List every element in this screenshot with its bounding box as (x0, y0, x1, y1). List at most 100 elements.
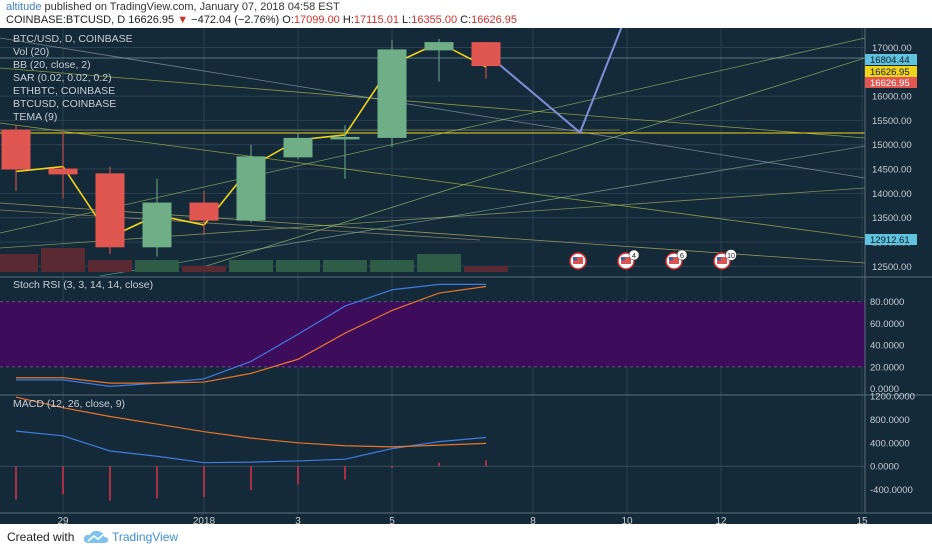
badge-count-3: 6 (680, 251, 684, 260)
legend-btcusd: BTCUSD, COINBASE (13, 98, 116, 110)
candle-body (1, 129, 31, 170)
time-tick-label: 29 (57, 516, 69, 524)
us-flag-icon-1[interactable] (569, 252, 587, 270)
high-value: 17115.01 (353, 14, 399, 26)
trend-line (0, 37, 865, 179)
close-label: C: (460, 14, 472, 26)
stoch-d-line (16, 285, 487, 384)
us-flag-icon-4[interactable]: 10 (713, 249, 737, 270)
time-tick-label: 8 (530, 516, 536, 524)
candle-body (330, 136, 360, 140)
stoch-tick-label: 40.0000 (870, 341, 904, 352)
bb-upper-value: 16804.44 (870, 55, 910, 66)
volume-bar (229, 260, 273, 272)
volume-bar (88, 260, 132, 272)
candle-body (424, 42, 454, 51)
volume-bar (135, 260, 179, 272)
symbol-label: COINBASE:BTCUSD, D (6, 14, 126, 26)
stoch-tick-label: 60.0000 (870, 319, 904, 330)
low-label: L: (402, 14, 412, 26)
lower-tag (865, 234, 917, 245)
price-tick-label: 14000.00 (872, 189, 912, 200)
open-value: 17099.00 (293, 14, 340, 26)
volume-bar (182, 266, 226, 272)
event-badges[interactable]: 4 6 10 (569, 249, 737, 270)
last-price-tag (865, 77, 917, 88)
price-tick-label: 17000.00 (872, 43, 912, 54)
trend-line (0, 37, 865, 234)
macd-tick-label: 1200.0000 (870, 392, 915, 403)
price-tick-label: 15000.00 (872, 140, 912, 151)
us-flag-icon-2[interactable]: 4 (617, 249, 640, 270)
legend-symbol: BTC/USD, D, COINBASE (13, 33, 133, 45)
close-value: 16626.95 (471, 14, 518, 26)
time-tick-label: 5 (389, 516, 395, 524)
stoch-tick-label: 0.0000 (870, 384, 899, 395)
candle-body (48, 168, 78, 175)
macd-tick-label: 800.0000 (870, 415, 910, 426)
author-link[interactable]: altitude (6, 1, 42, 13)
low-value: 16355.00 (411, 14, 458, 26)
stoch-overbought-band (0, 301, 865, 367)
badge-count-4: 10 (727, 253, 735, 260)
lower-value: 12912.61 (870, 235, 910, 246)
price-tick-label: 13500.00 (872, 213, 912, 224)
tradingview-brand[interactable]: TradingView (112, 530, 179, 544)
open-label: O: (282, 14, 294, 26)
candle-body (471, 42, 501, 67)
legend-ethbtc: ETHBTC, COINBASE (13, 85, 115, 97)
down-arrow-icon: ▼ (177, 14, 189, 26)
candle-body (283, 137, 313, 158)
candle-body (95, 173, 125, 248)
macd-tick-label: 400.0000 (870, 438, 910, 449)
price-tick-label: 16000.00 (872, 92, 912, 103)
tema-value: 16626.95 (870, 67, 910, 78)
macd-signal-line (15, 396, 487, 448)
price-legend: BTC/USD, D, COINBASE Vol (20) BB (20, cl… (13, 33, 133, 123)
tradingview-cloud-icon (83, 530, 109, 543)
chart-area[interactable]: 17000.00 16000.00 15500.00 15000.00 14500.00… (0, 28, 932, 524)
volume-bar (464, 266, 508, 272)
volume-bar (370, 260, 414, 272)
macd-tick-label: 0.0000 (870, 462, 899, 473)
stoch-k-line (16, 283, 486, 388)
volume-bar (41, 248, 85, 272)
stoch-legend: Stoch RSI (3, 3, 14, 14, close) (13, 279, 153, 291)
price-tick-label: 14500.00 (872, 165, 912, 176)
stoch-tick-label: 80.0000 (870, 297, 904, 308)
us-flag-icon-3[interactable]: 6 (665, 249, 688, 270)
projection-path (485, 28, 623, 135)
price-tick-label: 15500.00 (872, 116, 912, 127)
footer: Created with TradingView (0, 524, 932, 550)
volume-bar (0, 254, 38, 272)
price-tags: 16804.44 16626.95 16626.95 12912.61 (865, 54, 917, 246)
candle-body (377, 49, 407, 138)
volume-bar (323, 260, 367, 272)
bb-upper-tag (865, 54, 917, 65)
ohlc-line: COINBASE:BTCUSD, D 16626.95 ▼ −472.04 (−… (6, 14, 517, 26)
trend-line (0, 122, 865, 239)
legend-bollinger: BB (20, close, 2) (13, 59, 91, 71)
time-tick-label: 15 (856, 516, 868, 524)
trend-line (99, 145, 865, 276)
last-price: 16626.95 (128, 14, 175, 26)
legend-volume: Vol (20) (13, 46, 49, 58)
macd-legend: MACD (12, 26, close, 9) (13, 398, 125, 410)
macd-tick-label: -400.0000 (870, 485, 913, 496)
candle-body (142, 202, 172, 248)
legend-tema: TEMA (9) (13, 111, 57, 123)
volume-bar (276, 260, 320, 272)
candle-body (236, 156, 266, 221)
stoch-tick-label: 20.0000 (870, 362, 904, 373)
tema-tag (865, 66, 917, 77)
trend-line (199, 57, 865, 269)
time-tick-label: 10 (621, 516, 633, 524)
change-value: −472.04 (−2.76%) (191, 14, 280, 26)
candle-body (189, 202, 219, 221)
time-tick-label: 12 (715, 516, 727, 524)
trend-line (0, 67, 865, 139)
volume-bar (417, 254, 461, 272)
created-with-text: Created with (7, 530, 75, 544)
price-tick-label: 12500.00 (872, 262, 912, 273)
published-text: published on TradingView.com, January 07… (44, 1, 340, 13)
